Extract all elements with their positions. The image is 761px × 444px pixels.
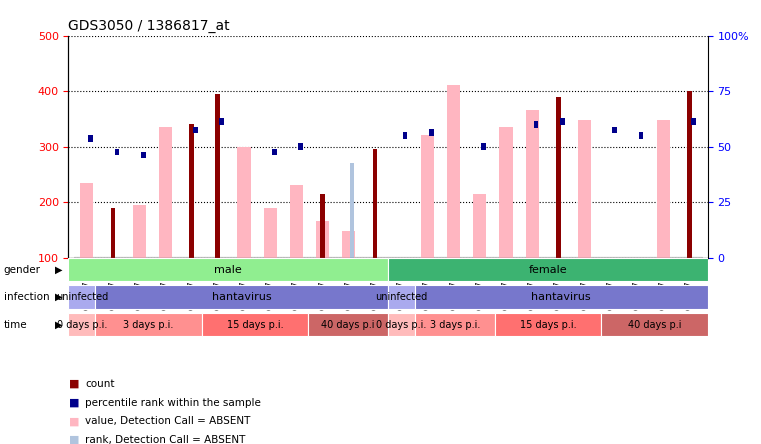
Bar (68, 285, 95, 309)
Bar (560, 118, 565, 125)
Text: time: time (4, 320, 27, 329)
Text: male: male (215, 265, 242, 274)
Text: gender: gender (4, 265, 41, 274)
Bar (202, 313, 308, 336)
Bar (290, 186, 303, 258)
Bar (657, 120, 670, 258)
Bar (80, 182, 94, 258)
Bar (447, 86, 460, 258)
Text: ■: ■ (68, 379, 79, 389)
Text: ▶: ▶ (55, 292, 62, 302)
Bar (110, 208, 116, 258)
Text: uninfected: uninfected (375, 292, 428, 302)
Bar (95, 313, 202, 336)
Bar (115, 149, 119, 155)
Text: 0 days p.i.: 0 days p.i. (56, 320, 107, 329)
Text: hantavirus: hantavirus (212, 292, 272, 302)
Text: hantavirus: hantavirus (531, 292, 591, 302)
Bar (415, 313, 495, 336)
Text: ■: ■ (68, 435, 79, 444)
Bar (88, 135, 93, 142)
Bar (388, 313, 415, 336)
Bar (189, 124, 194, 258)
Text: ▶: ▶ (55, 320, 62, 329)
Text: ▶: ▶ (55, 265, 62, 274)
Bar (533, 121, 539, 128)
Bar (556, 97, 561, 258)
Bar (429, 129, 434, 136)
Text: ■: ■ (68, 416, 79, 426)
Bar (691, 118, 696, 125)
Bar (95, 285, 388, 309)
Bar (298, 143, 303, 150)
Text: female: female (529, 265, 567, 274)
Bar (237, 147, 250, 258)
Bar (613, 127, 617, 133)
Bar (687, 91, 692, 258)
Text: 3 days p.i.: 3 days p.i. (123, 320, 174, 329)
Text: value, Detection Call = ABSENT: value, Detection Call = ABSENT (85, 416, 250, 426)
Text: 40 days p.i: 40 days p.i (628, 320, 681, 329)
Bar (316, 222, 330, 258)
Bar (263, 208, 277, 258)
Text: count: count (85, 379, 115, 389)
Bar (215, 94, 220, 258)
Text: infection: infection (4, 292, 49, 302)
Bar (68, 313, 95, 336)
Bar (342, 231, 355, 258)
Bar (482, 143, 486, 150)
Bar (495, 313, 601, 336)
Bar (403, 132, 407, 139)
Text: rank, Detection Call = ABSENT: rank, Detection Call = ABSENT (85, 435, 246, 444)
Bar (141, 151, 145, 158)
Bar (272, 149, 276, 155)
Text: 15 days p.i.: 15 days p.i. (520, 320, 576, 329)
Bar (193, 127, 198, 133)
Text: uninfected: uninfected (56, 292, 108, 302)
Bar (421, 135, 434, 258)
Bar (320, 194, 325, 258)
Bar (526, 111, 539, 258)
Bar (638, 132, 643, 139)
Text: 40 days p.i: 40 days p.i (321, 320, 375, 329)
Text: 15 days p.i.: 15 days p.i. (227, 320, 283, 329)
Bar (499, 127, 513, 258)
Bar (415, 285, 708, 309)
Bar (373, 149, 377, 258)
Text: GDS3050 / 1386817_at: GDS3050 / 1386817_at (68, 19, 230, 33)
Bar (68, 258, 388, 281)
Bar (308, 313, 388, 336)
Text: 0 days p.i.: 0 days p.i. (376, 320, 427, 329)
Bar (132, 205, 146, 258)
Bar (219, 118, 224, 125)
Bar (473, 194, 486, 258)
Bar (601, 313, 708, 336)
Text: 3 days p.i.: 3 days p.i. (429, 320, 480, 329)
Bar (388, 285, 415, 309)
Bar (349, 163, 355, 258)
Bar (388, 258, 708, 281)
Bar (578, 120, 591, 258)
Bar (159, 127, 172, 258)
Text: percentile rank within the sample: percentile rank within the sample (85, 398, 261, 408)
Text: ■: ■ (68, 398, 79, 408)
